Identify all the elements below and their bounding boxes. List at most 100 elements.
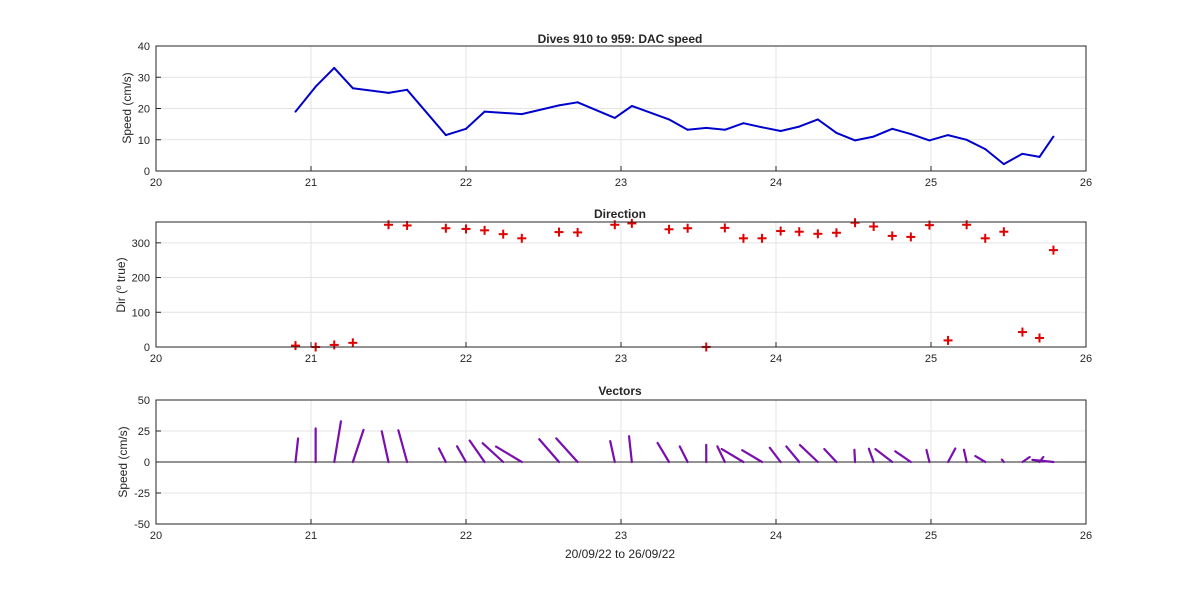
current-vector (874, 448, 894, 464)
current-vector (716, 445, 726, 464)
direction-marker (664, 224, 674, 234)
direction-marker (738, 233, 748, 243)
current-vector (380, 430, 390, 464)
speed-data-point (465, 127, 467, 130)
current-vector (538, 438, 561, 464)
speed-data-point (613, 116, 616, 119)
speed-data-point (387, 91, 390, 94)
speed-data-point (928, 139, 931, 142)
speed-data-point (520, 113, 523, 116)
current-vector (741, 449, 764, 464)
direction-marker (329, 340, 339, 350)
x-tick-label: 22 (460, 177, 472, 189)
x-tick-label: 22 (460, 530, 472, 542)
current-vector (867, 447, 875, 464)
speed-data-point (965, 138, 968, 141)
vectors-panel-title: Vectors (598, 384, 642, 398)
current-vector (609, 440, 616, 464)
speed-data-point (1002, 163, 1005, 166)
current-vector (351, 428, 365, 464)
speed-data-point (761, 126, 764, 129)
current-vector (437, 447, 447, 464)
x-tick-label: 25 (925, 530, 937, 542)
current-vector (678, 445, 689, 464)
current-vector (468, 439, 486, 464)
x-tick-label: 22 (460, 353, 472, 365)
ylabel-prefix: Dir ( (114, 290, 128, 313)
direction-panel-ylabel: Dir (o true) (114, 257, 129, 312)
direction-marker (683, 223, 693, 233)
x-tick-label: 26 (1080, 353, 1092, 365)
direction-marker (1048, 245, 1058, 255)
y-tick-label: -50 (134, 519, 150, 531)
x-tick-label: 24 (770, 177, 782, 189)
direction-marker (348, 338, 358, 348)
x-tick-label: 23 (615, 530, 627, 542)
y-tick-label: 30 (138, 72, 150, 84)
x-tick-label: 25 (925, 353, 937, 365)
speed-panel-title: Dives 910 to 959: DAC speed (538, 32, 703, 46)
current-vector (823, 447, 838, 464)
x-tick-label: 21 (305, 353, 317, 365)
speed-data-point (1021, 152, 1024, 155)
direction-marker (291, 341, 300, 351)
speed-data-point (668, 118, 671, 121)
speed-data-point (816, 118, 819, 121)
current-vector (720, 447, 745, 464)
current-vector (333, 420, 343, 464)
speed-data-point (1038, 155, 1041, 158)
y-tick-label: 0 (144, 457, 150, 469)
x-tick-label: 26 (1080, 177, 1092, 189)
speed-data-point (351, 87, 354, 90)
speed-data-point (314, 85, 317, 88)
direction-marker (813, 229, 823, 239)
direction-marker (943, 335, 953, 345)
direction-marker (1017, 327, 1027, 337)
current-vector (494, 445, 523, 464)
current-vector (1000, 458, 1005, 464)
current-vector (455, 445, 468, 464)
direction-marker (757, 233, 767, 243)
x-tick-label: 24 (770, 530, 782, 542)
speed-data-point (854, 139, 857, 142)
speed-data-point (779, 130, 782, 132)
direction-marker (627, 218, 637, 228)
y-tick-label: 40 (138, 41, 150, 53)
current-vector (397, 429, 409, 464)
direction-marker (776, 226, 786, 236)
direction-marker (980, 233, 990, 243)
direction-marker (517, 233, 527, 243)
direction-marker (999, 227, 1009, 237)
direction-marker (441, 223, 451, 233)
x-tick-label: 20 (150, 530, 162, 542)
speed-data-point (723, 128, 726, 131)
current-vector (481, 442, 505, 464)
vectors-panel-xlabel: 20/09/22 to 26/09/22 (565, 547, 675, 561)
ylabel-degree: o (114, 285, 123, 290)
x-tick-label: 21 (305, 530, 317, 542)
speed-data-point (909, 133, 912, 136)
current-vector (1021, 455, 1031, 464)
speed-series-line (294, 66, 1055, 166)
current-vector (1031, 458, 1055, 464)
speed-data-point (798, 125, 801, 128)
current-vector (555, 437, 579, 464)
direction-marker (794, 227, 804, 237)
speed-data-point (406, 88, 409, 91)
x-tick-label: 25 (925, 177, 937, 189)
vectors-panel: Vectors Speed (cm/s) 20/09/22 to 26/09/2… (116, 384, 1092, 561)
x-tick-label: 23 (615, 177, 627, 189)
x-tick-label: 24 (770, 353, 782, 365)
speed-data-point (558, 104, 560, 107)
speed-data-point (576, 101, 579, 104)
vectors-panel-ylabel: Speed (cm/s) (116, 426, 130, 497)
speed-panel-ylabel: Speed (cm/s) (120, 72, 134, 143)
speed-data-point (686, 128, 689, 131)
plot-frame (155, 221, 1087, 348)
current-vector (785, 445, 801, 464)
direction-marker (554, 227, 564, 237)
current-vector (853, 448, 857, 464)
speed-data-point (742, 122, 745, 125)
